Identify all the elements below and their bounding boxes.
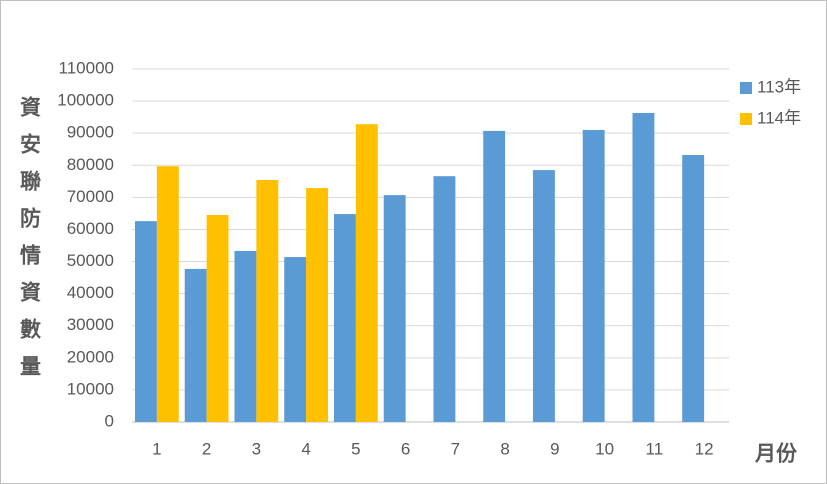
x-tick-label: 10 <box>595 439 614 458</box>
x-tick-label: 2 <box>202 439 211 458</box>
y-tick-label: 60000 <box>67 219 114 238</box>
x-tick-label: 11 <box>646 439 664 458</box>
legend-label: 114年 <box>757 108 801 127</box>
bar <box>156 166 179 422</box>
x-tick-label: 4 <box>301 439 310 458</box>
x-tick-label: 8 <box>500 439 509 458</box>
bar <box>582 129 605 423</box>
bar <box>383 195 406 422</box>
y-tick-label: 30000 <box>67 315 114 334</box>
bar <box>682 155 705 422</box>
legend-swatch <box>740 113 752 125</box>
y-tick-label: 50000 <box>67 251 114 270</box>
y-axis-title: 資安聯防情資數量 <box>17 95 41 392</box>
bar <box>184 268 207 422</box>
x-tick-label: 7 <box>451 439 460 458</box>
y-tick-label: 80000 <box>67 155 114 174</box>
bar <box>306 188 329 422</box>
bar <box>206 215 229 422</box>
x-tick-label: 5 <box>351 439 360 458</box>
bar <box>333 214 356 422</box>
y-tick-label: 110000 <box>59 58 114 77</box>
y-tick-label: 70000 <box>67 187 114 206</box>
x-tick-label: 3 <box>252 439 261 458</box>
bar <box>632 112 655 423</box>
y-tick-label: 20000 <box>67 347 114 366</box>
legend-label: 113年 <box>757 77 801 96</box>
x-tick-label: 6 <box>401 439 410 458</box>
bar <box>433 176 456 422</box>
x-tick-label: 12 <box>695 439 714 458</box>
y-tick-label: 0 <box>105 411 114 430</box>
y-tick-label: 90000 <box>67 123 114 142</box>
y-tick-label: 40000 <box>67 283 114 302</box>
bar <box>284 257 307 422</box>
y-tick-label: 100000 <box>57 91 114 110</box>
x-tick-label: 1 <box>152 439 161 458</box>
x-axis-title: 月份 <box>754 442 798 466</box>
bar <box>234 250 257 422</box>
bar <box>532 170 555 422</box>
bar <box>483 130 506 422</box>
y-tick-label: 10000 <box>67 379 114 398</box>
x-tick-label: 9 <box>550 439 559 458</box>
legend-swatch <box>740 82 752 94</box>
bar <box>256 180 279 422</box>
bar <box>134 221 157 422</box>
bar <box>355 124 378 423</box>
